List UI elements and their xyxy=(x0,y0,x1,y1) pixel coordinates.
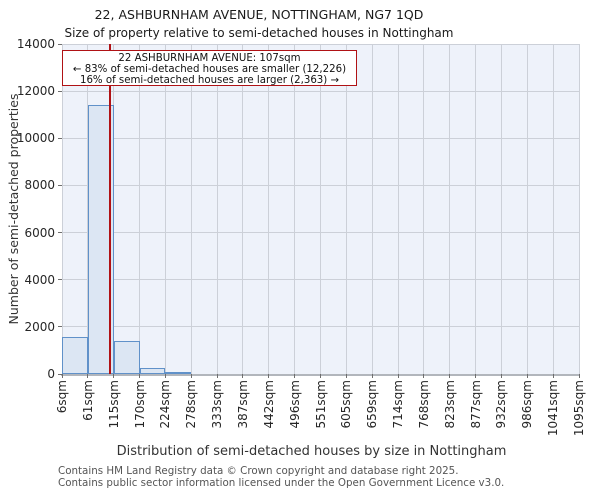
y-tick-mark xyxy=(58,43,62,45)
v-gridline xyxy=(423,44,425,374)
y-tick-mark xyxy=(58,137,62,139)
v-gridline xyxy=(552,44,554,374)
v-gridline xyxy=(242,44,244,374)
v-gridline xyxy=(164,44,166,374)
v-gridline xyxy=(345,44,347,374)
v-gridline xyxy=(449,44,451,374)
x-tick-label: 224sqm xyxy=(158,380,173,429)
x-tick-label: 6sqm xyxy=(55,380,69,414)
v-gridline xyxy=(268,44,270,374)
x-tick-label: 170sqm xyxy=(132,380,147,429)
y-tick-mark xyxy=(58,232,62,234)
v-gridline xyxy=(61,44,63,374)
x-tick-label: 1041sqm xyxy=(546,380,561,437)
x-tick-mark xyxy=(526,374,528,378)
y-tick-mark xyxy=(58,279,62,281)
v-gridline xyxy=(578,44,580,374)
attribution: Contains HM Land Registry data © Crown c… xyxy=(58,465,505,489)
x-tick-label: 605sqm xyxy=(339,380,354,429)
histogram-bar xyxy=(62,337,88,374)
x-tick-mark xyxy=(320,374,321,378)
x-tick-label: 442sqm xyxy=(261,380,276,429)
x-tick-label: 1095sqm xyxy=(572,380,586,437)
x-tick-label: 714sqm xyxy=(391,380,406,429)
annotation-smaller-share: ← 83% of semi-detached houses are smalle… xyxy=(72,63,347,75)
histogram-bar xyxy=(113,341,140,374)
v-gridline xyxy=(320,44,321,374)
x-tick-mark xyxy=(242,374,244,378)
x-tick-label: 877sqm xyxy=(468,380,483,429)
x-tick-mark xyxy=(190,374,192,378)
y-tick-label: 6000 xyxy=(24,225,55,240)
x-tick-label: 768sqm xyxy=(416,380,431,429)
x-tick-label: 333sqm xyxy=(210,380,225,429)
x-tick-label: 115sqm xyxy=(106,380,121,429)
x-tick-mark xyxy=(500,374,502,378)
v-gridline xyxy=(139,44,141,374)
x-tick-label: 823sqm xyxy=(442,380,457,429)
x-tick-mark xyxy=(61,374,63,378)
histogram-bar xyxy=(139,368,166,374)
x-axis-label: Distribution of semi-detached houses by … xyxy=(116,444,507,459)
attribution-line-1: Contains HM Land Registry data © Crown c… xyxy=(58,465,459,477)
x-tick-mark xyxy=(139,374,141,378)
attribution-line-2: Contains public sector information licen… xyxy=(58,476,505,489)
x-tick-mark xyxy=(216,374,218,378)
y-tick-label: 12000 xyxy=(16,84,55,99)
y-tick-label: 2000 xyxy=(24,319,55,334)
x-tick-mark xyxy=(578,374,580,378)
chart-title: 22, ASHBURNHAM AVENUE, NOTTINGHAM, NG7 1… xyxy=(94,7,424,22)
x-tick-label: 659sqm xyxy=(365,380,380,429)
x-tick-label: 932sqm xyxy=(494,380,509,429)
x-tick-label: 551sqm xyxy=(313,380,328,429)
x-tick-mark xyxy=(113,374,115,378)
x-tick-mark xyxy=(87,374,89,378)
v-gridline xyxy=(190,44,192,374)
x-tick-label: 278sqm xyxy=(184,380,199,429)
y-tick-mark xyxy=(58,373,62,375)
v-gridline xyxy=(397,44,399,374)
v-gridline xyxy=(113,44,115,374)
y-tick-label: 14000 xyxy=(16,37,55,51)
x-tick-mark xyxy=(552,374,554,378)
v-gridline xyxy=(371,44,373,374)
y-tick-mark xyxy=(58,90,62,92)
v-gridline xyxy=(526,44,528,374)
x-tick-mark xyxy=(449,374,451,378)
histogram-bar xyxy=(165,371,192,374)
plot-area: 22 ASHBURNHAM AVENUE: 107sqm ← 83% of se… xyxy=(61,43,580,374)
v-gridline xyxy=(475,44,477,374)
x-tick-mark xyxy=(371,374,373,378)
y-tick-label: 0 xyxy=(47,367,55,381)
x-tick-mark xyxy=(397,374,399,378)
v-gridline xyxy=(500,44,502,374)
annotation-property-size: 22 ASHBURNHAM AVENUE: 107sqm xyxy=(118,52,301,64)
chart-subtitle: Size of property relative to semi-detach… xyxy=(64,26,454,40)
x-tick-label: 61sqm xyxy=(80,380,95,421)
annotation-box: 22 ASHBURNHAM AVENUE: 107sqm ← 83% of se… xyxy=(62,50,357,86)
property-marker-line xyxy=(108,44,111,374)
y-tick-label: 4000 xyxy=(24,272,55,287)
v-gridline xyxy=(216,44,218,374)
y-tick-mark xyxy=(58,184,62,186)
x-tick-label: 387sqm xyxy=(235,380,250,429)
y-tick-label: 10000 xyxy=(16,131,55,146)
x-tick-label: 986sqm xyxy=(520,380,535,429)
x-tick-mark xyxy=(475,374,477,378)
x-tick-mark xyxy=(268,374,270,378)
x-tick-mark xyxy=(345,374,347,378)
v-gridline xyxy=(294,44,296,374)
annotation-larger-share: 16% of semi-detached houses are larger (… xyxy=(79,74,340,86)
x-tick-mark xyxy=(294,374,296,378)
y-tick-mark xyxy=(58,326,62,328)
x-tick-label: 496sqm xyxy=(287,380,302,429)
y-tick-label: 8000 xyxy=(24,178,55,193)
x-tick-mark xyxy=(164,374,166,378)
x-tick-mark xyxy=(423,374,425,378)
